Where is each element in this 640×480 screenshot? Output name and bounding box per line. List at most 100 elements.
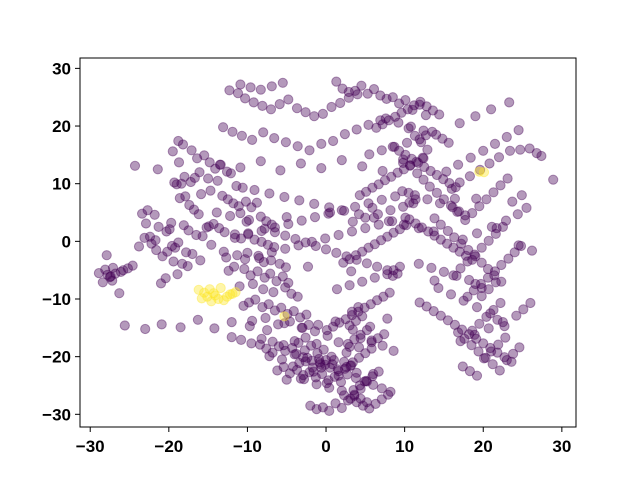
scatter-point-class-0 <box>189 172 200 183</box>
scatter-point-class-0 <box>506 356 517 367</box>
scatter-point-class-0 <box>464 274 475 286</box>
scatter-point-class-0 <box>283 94 294 105</box>
scatter-point-class-0 <box>232 88 244 99</box>
scatter-point-class-0 <box>392 268 403 279</box>
scatter-point-class-0 <box>239 263 250 275</box>
scatter-point-class-0 <box>243 297 255 308</box>
scatter-point-class-0 <box>402 104 413 115</box>
x-axis: −30 −20 −10 0 10 20 30 <box>76 427 571 456</box>
scatter-point-class-1 <box>208 288 219 299</box>
scatter-point-class-0 <box>400 95 411 106</box>
scatter-point-class-0 <box>258 284 269 295</box>
scatter-point-class-0 <box>470 278 481 290</box>
scatter-point-class-0 <box>283 277 294 288</box>
scatter-point-class-0 <box>457 234 468 245</box>
scatter-point-class-0 <box>344 320 355 331</box>
scatter-point-class-0 <box>260 312 271 324</box>
scatter-point-class-0 <box>243 214 255 226</box>
scatter-point-class-0 <box>456 324 468 335</box>
scatter-point-class-0 <box>429 275 440 286</box>
scatter-point-class-0 <box>269 242 280 253</box>
scatter-point-class-0 <box>273 319 284 330</box>
scatter-point-class-0 <box>315 359 326 370</box>
scatter-point-class-0 <box>454 118 465 129</box>
scatter-point-class-0 <box>264 188 275 199</box>
scatter-point-class-0 <box>409 130 420 141</box>
scatter-point-class-0 <box>442 315 453 326</box>
scatter-point-class-0 <box>317 402 328 413</box>
scatter-point-class-0 <box>232 250 243 261</box>
scatter-point-class-0 <box>231 180 242 192</box>
scatter-point-class-0 <box>451 270 462 281</box>
scatter-point-class-0 <box>280 243 291 254</box>
scatter-point-class-0 <box>339 205 350 216</box>
scatter-point-class-0 <box>185 176 196 188</box>
scatter-point-class-0 <box>249 184 260 196</box>
scatter-point-class-0 <box>351 254 362 265</box>
scatter-point-class-0 <box>357 311 368 322</box>
scatter-point-class-0 <box>361 186 372 197</box>
scatter-point-class-0 <box>214 159 225 170</box>
scatter-point-class-0 <box>291 103 303 114</box>
scatter-point-class-0 <box>309 198 320 209</box>
scatter-point-class-0 <box>448 242 459 253</box>
scatter-point-class-0 <box>398 154 409 165</box>
scatter-point-class-0 <box>241 216 252 227</box>
scatter-point-class-0 <box>453 327 464 338</box>
scatter-point-class-0 <box>383 216 394 227</box>
scatter-point-class-0 <box>259 223 270 234</box>
scatter-point-class-0 <box>427 126 438 137</box>
scatter-point-class-0 <box>471 193 482 204</box>
scatter-point-class-0 <box>316 138 327 149</box>
scatter-point-class-0 <box>382 313 393 324</box>
scatter-point-class-0 <box>279 318 290 329</box>
scatter-point-class-1 <box>202 291 213 302</box>
scatter-point-class-0 <box>398 201 409 212</box>
scatter-point-class-0 <box>445 200 457 211</box>
scatter-point-class-0 <box>353 209 365 220</box>
scatter-point-class-0 <box>470 111 481 122</box>
scatter-point-class-0 <box>365 299 376 310</box>
scatter-point-class-0 <box>195 255 206 266</box>
scatter-point-class-0 <box>487 359 498 370</box>
scatter-point-class-0 <box>438 174 449 185</box>
scatter-point-class-0 <box>306 355 317 366</box>
scatter-point-class-0 <box>298 370 309 381</box>
scatter-point-class-0 <box>164 224 175 235</box>
scatter-point-class-0 <box>419 161 430 173</box>
y-tick-label: −10 <box>42 290 71 309</box>
scatter-point-class-0 <box>359 376 370 387</box>
scatter-point-class-0 <box>299 345 310 356</box>
scatter-point-class-0 <box>225 210 236 222</box>
scatter-point-class-0 <box>491 223 502 234</box>
scatter-point-class-0 <box>254 253 265 264</box>
scatter-point-class-1 <box>196 293 207 304</box>
scatter-point-class-0 <box>272 365 283 376</box>
scatter-point-class-0 <box>245 270 256 281</box>
scatter-point-class-0 <box>229 261 240 272</box>
scatter-point-class-0 <box>206 239 217 250</box>
scatter-point-class-0 <box>149 209 160 220</box>
scatter-point-class-0 <box>353 352 365 363</box>
scatter-point-class-0 <box>151 244 162 256</box>
scatter-point-class-0 <box>334 317 345 328</box>
scatter-point-class-0 <box>316 362 327 373</box>
scatter-point-class-0 <box>258 127 269 138</box>
scatter-point-class-0 <box>359 302 370 313</box>
scatter-point-class-0 <box>411 156 422 167</box>
scatter-point-class-0 <box>382 269 393 280</box>
scatter-point-class-0 <box>266 247 277 258</box>
scatter-point-class-0 <box>218 122 229 133</box>
scatter-point-class-0 <box>355 333 366 344</box>
scatter-point-class-0 <box>236 130 247 141</box>
scatter-point-class-0 <box>152 164 163 175</box>
scatter-point-class-0 <box>355 383 366 394</box>
scatter-point-class-0 <box>282 308 293 320</box>
scatter-point-class-0 <box>372 209 383 220</box>
scatter-point-class-0 <box>242 247 253 258</box>
scatter-point-class-0 <box>291 364 303 375</box>
scatter-point-class-0 <box>119 320 130 331</box>
scatter-point-class-0 <box>366 337 377 348</box>
scatter-point-class-0 <box>446 183 457 194</box>
scatter-point-class-0 <box>447 202 458 213</box>
